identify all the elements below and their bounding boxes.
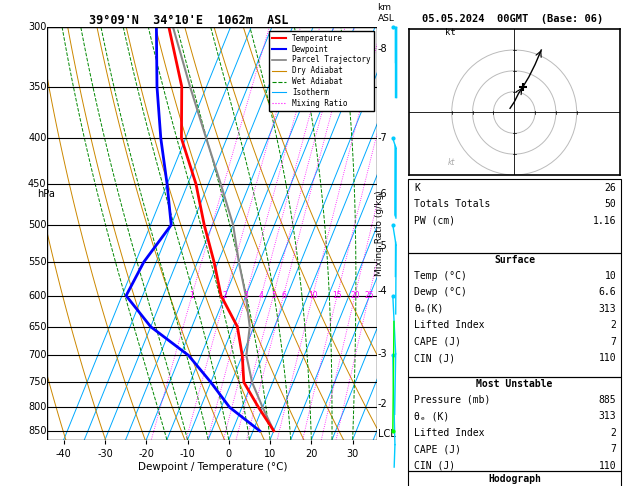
Text: 6.6: 6.6 xyxy=(599,287,616,297)
Text: -8: -8 xyxy=(377,44,387,54)
Text: Surface: Surface xyxy=(494,255,535,265)
Text: 7: 7 xyxy=(611,444,616,454)
Text: 400: 400 xyxy=(28,133,47,143)
Text: 450: 450 xyxy=(28,179,47,189)
Text: 750: 750 xyxy=(28,377,47,387)
Text: Lifted Index: Lifted Index xyxy=(414,320,484,330)
Text: 885: 885 xyxy=(599,395,616,405)
Text: 2: 2 xyxy=(611,428,616,438)
Text: Temp (°C): Temp (°C) xyxy=(414,271,467,281)
Text: θₑ(K): θₑ(K) xyxy=(414,304,443,314)
Text: 600: 600 xyxy=(28,291,47,301)
Text: Lifted Index: Lifted Index xyxy=(414,428,484,438)
Text: 550: 550 xyxy=(28,257,47,267)
Text: 850: 850 xyxy=(28,426,47,436)
Text: 1: 1 xyxy=(189,291,194,300)
Text: 4: 4 xyxy=(259,291,264,300)
X-axis label: Dewpoint / Temperature (°C): Dewpoint / Temperature (°C) xyxy=(138,462,287,471)
Text: CIN (J): CIN (J) xyxy=(414,353,455,364)
Text: 700: 700 xyxy=(28,350,47,361)
Text: kt: kt xyxy=(448,157,455,167)
Text: K: K xyxy=(414,183,420,193)
Text: 1.16: 1.16 xyxy=(593,216,616,226)
Text: -6: -6 xyxy=(377,189,387,199)
Text: CIN (J): CIN (J) xyxy=(414,461,455,471)
Text: θₑ (K): θₑ (K) xyxy=(414,411,449,421)
Text: kt: kt xyxy=(445,28,456,37)
Text: 39°09'N  34°10'E  1062m  ASL: 39°09'N 34°10'E 1062m ASL xyxy=(89,14,289,27)
Text: 10: 10 xyxy=(604,271,616,281)
Text: 500: 500 xyxy=(28,220,47,230)
Text: -4: -4 xyxy=(377,286,387,296)
Text: PW (cm): PW (cm) xyxy=(414,216,455,226)
Text: 10: 10 xyxy=(308,291,318,300)
Text: -7: -7 xyxy=(377,133,387,143)
Text: 20: 20 xyxy=(350,291,360,300)
Text: -2: -2 xyxy=(377,399,387,409)
Text: Mixing Ratio (g/kg): Mixing Ratio (g/kg) xyxy=(375,191,384,276)
Text: km
ASL: km ASL xyxy=(377,3,394,23)
Text: hPa: hPa xyxy=(38,190,55,199)
Text: -3: -3 xyxy=(377,349,387,359)
Text: 6: 6 xyxy=(281,291,286,300)
Text: 3: 3 xyxy=(243,291,248,300)
Text: -5: -5 xyxy=(377,241,387,251)
Text: 15: 15 xyxy=(332,291,342,300)
Text: 110: 110 xyxy=(599,353,616,364)
Text: LCL: LCL xyxy=(377,430,396,439)
Text: Pressure (mb): Pressure (mb) xyxy=(414,395,490,405)
Text: 650: 650 xyxy=(28,322,47,332)
Text: 2: 2 xyxy=(223,291,228,300)
Text: 50: 50 xyxy=(604,199,616,209)
Text: 350: 350 xyxy=(28,82,47,91)
Text: CAPE (J): CAPE (J) xyxy=(414,444,461,454)
Text: 2: 2 xyxy=(611,320,616,330)
Text: 313: 313 xyxy=(599,411,616,421)
Text: 25: 25 xyxy=(364,291,374,300)
Text: 800: 800 xyxy=(28,402,47,412)
Text: 26: 26 xyxy=(604,183,616,193)
Text: Most Unstable: Most Unstable xyxy=(476,379,553,389)
Text: 7: 7 xyxy=(611,337,616,347)
Text: 110: 110 xyxy=(599,461,616,471)
Text: 5: 5 xyxy=(271,291,276,300)
Text: 300: 300 xyxy=(28,22,47,32)
Text: 313: 313 xyxy=(599,304,616,314)
Text: CAPE (J): CAPE (J) xyxy=(414,337,461,347)
Text: Totals Totals: Totals Totals xyxy=(414,199,490,209)
Text: Dewp (°C): Dewp (°C) xyxy=(414,287,467,297)
Text: 05.05.2024  00GMT  (Base: 06): 05.05.2024 00GMT (Base: 06) xyxy=(422,14,603,24)
Legend: Temperature, Dewpoint, Parcel Trajectory, Dry Adiabat, Wet Adiabat, Isotherm, Mi: Temperature, Dewpoint, Parcel Trajectory… xyxy=(269,31,374,111)
Text: Hodograph: Hodograph xyxy=(488,474,541,484)
